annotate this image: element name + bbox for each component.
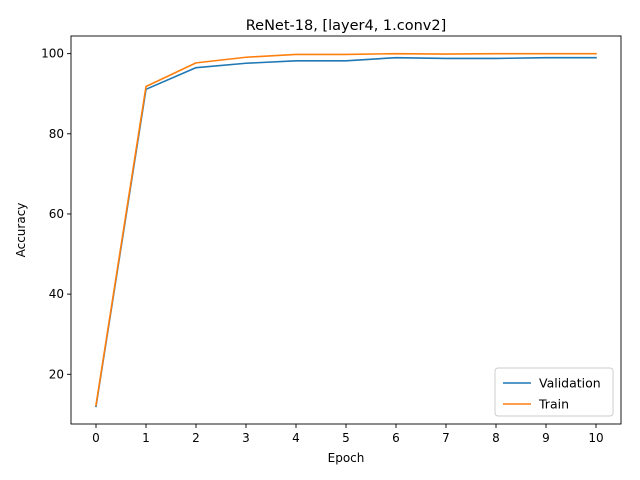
x-tick-label: 9 bbox=[542, 431, 550, 445]
y-tick-label: 80 bbox=[49, 127, 64, 141]
x-tick-label: 6 bbox=[392, 431, 400, 445]
x-axis-label: Epoch bbox=[328, 451, 365, 465]
x-tick-label: 10 bbox=[588, 431, 603, 445]
x-tick-label: 4 bbox=[292, 431, 300, 445]
x-tick-label: 5 bbox=[342, 431, 350, 445]
series-line-train bbox=[95, 52, 597, 407]
y-tick-label: 20 bbox=[49, 367, 64, 381]
legend-label-train: Train bbox=[538, 397, 569, 412]
series-line-validation bbox=[95, 56, 597, 408]
y-tick-label: 100 bbox=[41, 47, 64, 61]
y-tick-label: 60 bbox=[49, 207, 64, 221]
x-tick-label: 8 bbox=[492, 431, 500, 445]
plot-area: 0 1 2 3 4 5 6 7 8 9 10 20 40 60 80 100 bbox=[41, 35, 622, 445]
legend: Validation Train bbox=[494, 367, 614, 417]
x-tick-label: 3 bbox=[242, 431, 250, 445]
x-tick-label: 1 bbox=[142, 431, 150, 445]
legend-label-validation: Validation bbox=[539, 376, 601, 391]
y-tick-label: 40 bbox=[49, 287, 64, 301]
x-tick-label: 7 bbox=[442, 431, 450, 445]
x-tick-label: 2 bbox=[192, 431, 200, 445]
x-tick-label: 0 bbox=[92, 431, 100, 445]
chart-title: ReNet-18, [layer4, 1.conv2] bbox=[246, 18, 447, 34]
y-axis-label: Accuracy bbox=[14, 203, 28, 258]
